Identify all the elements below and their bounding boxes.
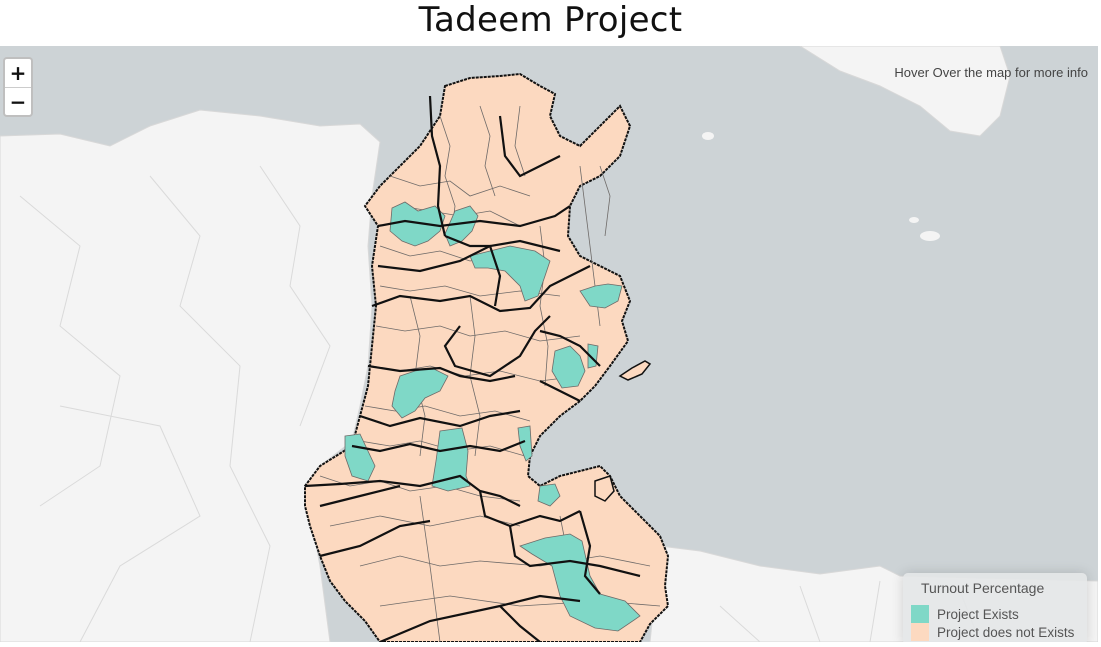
zoom-control: + − [3, 57, 33, 117]
project-region[interactable] [551, 345, 586, 389]
legend-label: Project does not Exists [937, 624, 1075, 640]
project-region[interactable] [519, 533, 641, 632]
island [909, 217, 919, 223]
governorate-borders [304, 95, 641, 642]
project-region[interactable] [389, 201, 446, 247]
project-region[interactable] [469, 245, 551, 302]
zoom-out-button[interactable]: − [9, 90, 27, 114]
hover-info-text: Hover Over the map for more info [894, 65, 1088, 80]
island [920, 231, 940, 241]
island-kerkennah[interactable] [618, 360, 652, 381]
legend: Turnout Percentage Project Exists Projec… [903, 573, 1087, 642]
zoom-in-button[interactable]: + [5, 59, 31, 88]
legend-swatch-project-exists [911, 605, 929, 623]
legend-title: Turnout Percentage [921, 580, 1045, 596]
bottom-strip [0, 642, 1101, 647]
legend-item: Project does not Exists [911, 623, 1079, 641]
island-djerba[interactable] [594, 475, 615, 502]
project-exists-regions[interactable] [344, 201, 641, 632]
neighbour-roads [19, 165, 981, 642]
land-sicily [799, 46, 1011, 137]
island [702, 132, 714, 140]
legend-item: Project Exists [911, 605, 1079, 623]
legend-label: Project Exists [937, 606, 1019, 622]
map-container[interactable]: + − Hover Over the map for more info Tur… [0, 46, 1098, 642]
page-title: Tadeem Project [418, 0, 683, 40]
basemap[interactable] [0, 46, 1098, 642]
project-region[interactable] [579, 283, 623, 309]
project-region[interactable] [537, 483, 561, 507]
legend-swatch-project-not-exists [911, 623, 929, 641]
